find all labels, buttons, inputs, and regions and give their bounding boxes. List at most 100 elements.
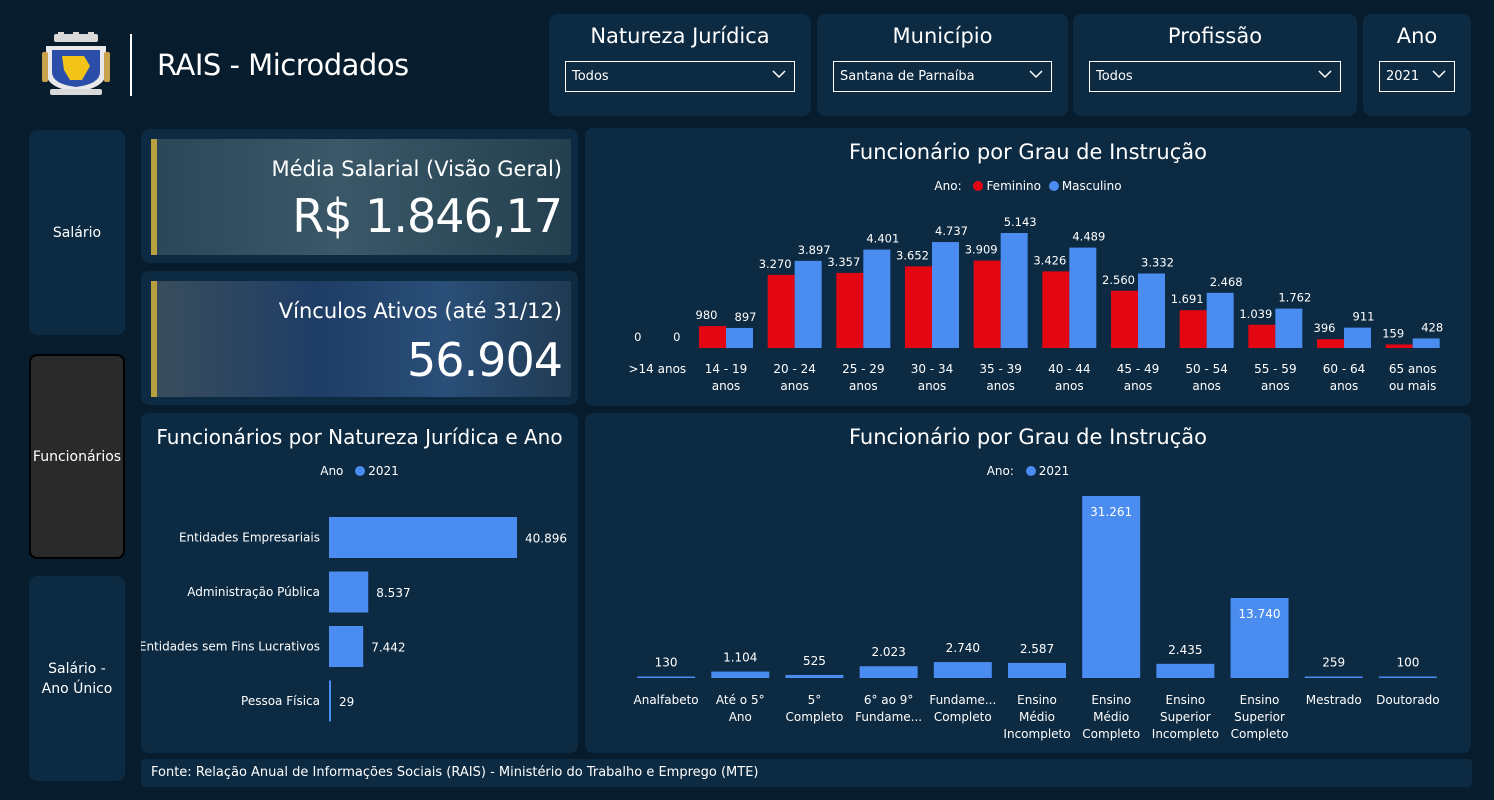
data-label: 2.023 bbox=[871, 645, 905, 659]
profissao-dropdown[interactable]: Todos bbox=[1089, 61, 1341, 92]
chevron-down-icon bbox=[1029, 70, 1043, 79]
bar-feminino[interactable] bbox=[836, 272, 864, 348]
bar-instrucao[interactable] bbox=[1156, 663, 1215, 678]
bar-instrucao[interactable] bbox=[1082, 496, 1141, 678]
bar-feminino[interactable] bbox=[1111, 290, 1138, 348]
data-label: 2.587 bbox=[1020, 642, 1054, 656]
municipio-dropdown[interactable]: Santana de Parnaíba bbox=[833, 61, 1052, 92]
y-tick-label: Entidades sem Fins Lucrativos bbox=[141, 640, 320, 654]
x-tick-label: 60 - 64 anos bbox=[1323, 362, 1366, 393]
legend-dot-2021 bbox=[355, 466, 366, 476]
legend-title: Ano: bbox=[986, 464, 1014, 478]
bar-natureza[interactable] bbox=[329, 680, 331, 722]
bar-masculino[interactable] bbox=[1069, 247, 1097, 348]
natureza-juridica-dropdown[interactable]: Todos bbox=[565, 61, 795, 92]
bar-instrucao[interactable] bbox=[859, 666, 918, 678]
kpi-value: R$ 1.846,17 bbox=[292, 189, 563, 243]
bar-masculino[interactable] bbox=[1000, 233, 1028, 348]
chevron-down-icon bbox=[1432, 70, 1446, 79]
bar-feminino[interactable] bbox=[973, 260, 1001, 348]
legend-feminino[interactable]: Feminino bbox=[986, 179, 1041, 193]
legend-dot-feminino bbox=[973, 181, 984, 191]
data-label: 911 bbox=[1353, 310, 1375, 324]
bar-natureza[interactable] bbox=[329, 626, 364, 667]
bar-instrucao[interactable] bbox=[1378, 676, 1437, 679]
dropdown-value: Todos bbox=[572, 69, 609, 84]
bar-natureza[interactable] bbox=[329, 517, 517, 558]
bar-masculino[interactable] bbox=[726, 327, 753, 348]
nav-funcionarios[interactable]: Funcionários bbox=[29, 354, 125, 559]
data-label: 259 bbox=[1322, 655, 1345, 669]
x-tick-label: Ensino Superior Incompleto bbox=[1152, 693, 1219, 741]
bar-feminino[interactable] bbox=[905, 266, 932, 348]
page-title: RAIS - Microdados bbox=[157, 48, 409, 82]
chart-title: Funcionários por Natureza Jurídica e Ano bbox=[156, 425, 563, 449]
legend-2021[interactable]: 2021 bbox=[368, 464, 399, 478]
bar-instrucao[interactable] bbox=[637, 676, 696, 679]
ano-dropdown[interactable]: 2021 bbox=[1379, 61, 1455, 92]
bar-feminino[interactable] bbox=[1179, 310, 1207, 348]
data-label: 3.357 bbox=[827, 255, 860, 269]
data-label: 3.909 bbox=[965, 243, 998, 257]
bar-instrucao[interactable] bbox=[1304, 676, 1363, 678]
data-label: 5.143 bbox=[1004, 215, 1037, 229]
x-tick-label: Até o 5° Ano bbox=[716, 693, 765, 724]
bar-natureza[interactable] bbox=[329, 571, 369, 613]
bar-masculino[interactable] bbox=[1412, 338, 1440, 348]
bar-masculino[interactable] bbox=[1344, 327, 1371, 348]
nav-salario[interactable]: Salário bbox=[29, 130, 125, 335]
legend-title: Ano bbox=[320, 464, 344, 478]
data-label: 396 bbox=[1314, 321, 1336, 335]
x-tick-label: 45 - 49 anos bbox=[1117, 362, 1160, 393]
y-tick-label: Administração Pública bbox=[187, 585, 320, 599]
data-label: 1.039 bbox=[1239, 307, 1272, 321]
nav-label: Funcionários bbox=[32, 448, 122, 465]
data-label: 0 bbox=[634, 330, 641, 344]
bar-masculino[interactable] bbox=[1206, 292, 1234, 348]
bar-masculino[interactable] bbox=[863, 249, 891, 348]
chevron-down-icon bbox=[772, 70, 786, 79]
nav-label: Salário - Ano Único bbox=[41, 660, 113, 697]
data-label: 2.435 bbox=[1168, 643, 1202, 657]
bar-feminino[interactable] bbox=[1317, 339, 1344, 348]
bar-masculino[interactable] bbox=[794, 260, 822, 348]
bar-feminino[interactable] bbox=[1248, 324, 1276, 348]
bar-instrucao[interactable] bbox=[1230, 598, 1289, 678]
data-label: 159 bbox=[1382, 326, 1404, 340]
dropdown-value: Santana de Parnaíba bbox=[840, 69, 975, 84]
x-tick-label: 14 - 19 anos bbox=[705, 362, 748, 393]
data-label: 130 bbox=[655, 656, 678, 670]
data-label: 13.740 bbox=[1239, 607, 1281, 621]
chevron-down-icon bbox=[1318, 70, 1332, 79]
bar-masculino[interactable] bbox=[932, 242, 959, 348]
chart-instrucao-svg: 130 Analfabeto 1.104 Até o 5° Ano 525 5° Comple… bbox=[634, 496, 1440, 741]
x-tick-label: Analfabeto bbox=[634, 693, 699, 707]
x-tick-label: Mestrado bbox=[1306, 693, 1362, 707]
x-tick-label: 50 - 54 anos bbox=[1185, 362, 1228, 393]
bar-instrucao[interactable] bbox=[785, 674, 844, 678]
nav-salario-ano-unico[interactable]: Salário - Ano Único bbox=[29, 576, 125, 781]
kpi-label: Vínculos Ativos (até 31/12) bbox=[278, 299, 562, 323]
bar-masculino[interactable] bbox=[1138, 273, 1165, 348]
bar-instrucao[interactable] bbox=[933, 662, 992, 678]
x-tick-label: >14 anos bbox=[628, 362, 686, 376]
data-label: 2.468 bbox=[1210, 275, 1243, 289]
data-label: 4.737 bbox=[935, 224, 968, 238]
legend-2021[interactable]: 2021 bbox=[1038, 464, 1070, 478]
bar-feminino[interactable] bbox=[767, 274, 795, 348]
data-label: 40.896 bbox=[525, 532, 567, 546]
legend-masculino[interactable]: Masculino bbox=[1061, 179, 1122, 193]
bar-feminino[interactable] bbox=[1042, 271, 1070, 348]
bar-instrucao[interactable] bbox=[1008, 662, 1066, 678]
bar-instrucao[interactable] bbox=[711, 671, 770, 678]
filter-title: Ano bbox=[1396, 24, 1438, 48]
bar-feminino[interactable] bbox=[699, 326, 726, 348]
bar-feminino[interactable] bbox=[1385, 344, 1413, 348]
dropdown-value: 2021 bbox=[1386, 69, 1420, 84]
data-label: 525 bbox=[803, 654, 826, 668]
x-tick-label: Ensino Superior Completo bbox=[1231, 693, 1289, 741]
data-label: 2.740 bbox=[946, 641, 980, 655]
x-tick-label: 30 - 34 anos bbox=[911, 362, 954, 393]
bar-masculino[interactable] bbox=[1275, 308, 1303, 348]
x-tick-label: Fundame... Completo bbox=[929, 693, 996, 724]
